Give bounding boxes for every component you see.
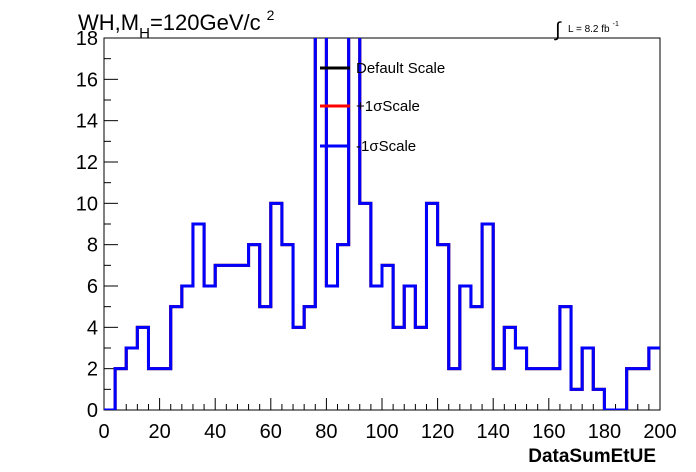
x-tick-label: 80 (315, 421, 337, 443)
plot-frame (103, 37, 661, 411)
y-tick-label: 2 (87, 359, 98, 381)
title-subscript: H (139, 25, 150, 42)
y-tick-label: 4 (87, 317, 98, 339)
title-superscript: 2 (267, 7, 275, 23)
x-tick-label: 60 (260, 421, 282, 443)
histogram-series (104, 38, 660, 410)
y-tick-label: 0 (87, 400, 98, 422)
x-tick-label: 100 (365, 421, 398, 443)
lumi-value: L = 8.2 fb (568, 24, 610, 35)
legend-label-default: Default Scale (356, 60, 445, 77)
x-tick-label: 0 (98, 421, 109, 443)
x-axis-label: DataSumEtUE (528, 446, 656, 467)
title-main: WH,M (78, 10, 139, 35)
lumi-label: L = 8.2 fb -1 (568, 21, 619, 35)
x-tick-label: 140 (477, 421, 510, 443)
y-axis: 0 2 4 6 8 10 12 14 16 18 (76, 28, 118, 422)
x-axis: 0 20 40 60 80 100 120 140 160 180 200 (98, 398, 677, 443)
series-line-minus1sigma (104, 38, 660, 410)
x-tick-label: 160 (532, 421, 565, 443)
lumi-integral-sign: ∫ (554, 19, 562, 41)
legend-label-plus1sigma: +1σScale (356, 98, 420, 115)
chart-title: WH,MH=120GeV/c 2 (78, 7, 275, 42)
x-tick-label: 180 (588, 421, 621, 443)
legend-label-minus1sigma: -1σScale (356, 138, 416, 155)
y-tick-label: 18 (76, 28, 98, 50)
x-tick-label: 40 (204, 421, 226, 443)
y-tick-label: 6 (87, 276, 98, 298)
y-tick-label: 14 (76, 111, 98, 133)
x-tick-label: 200 (643, 421, 676, 443)
y-tick-label: 16 (76, 69, 98, 91)
x-tick-label: 120 (421, 421, 454, 443)
y-tick-label: 8 (87, 235, 98, 257)
y-tick-label: 12 (76, 152, 98, 174)
y-tick-label: 10 (76, 193, 98, 215)
lumi-superscript: -1 (613, 21, 619, 28)
legend: Default Scale +1σScale -1σScale (320, 60, 445, 155)
x-tick-label: 20 (148, 421, 170, 443)
title-rest: =120GeV/c (150, 10, 261, 35)
